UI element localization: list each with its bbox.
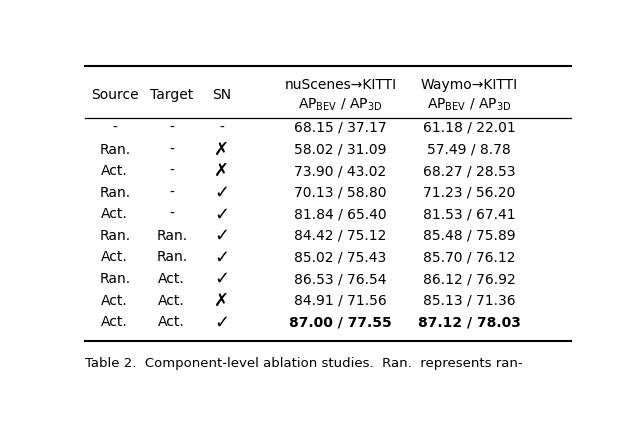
Text: 85.70 / 76.12: 85.70 / 76.12 <box>423 250 516 264</box>
Text: -: - <box>170 207 174 221</box>
Text: 87.00 / 77.55: 87.00 / 77.55 <box>289 315 392 329</box>
Text: Ran.: Ran. <box>99 186 131 200</box>
Text: AP$_\mathrm{BEV}$ / AP$_\mathrm{3D}$: AP$_\mathrm{BEV}$ / AP$_\mathrm{3D}$ <box>298 97 383 113</box>
Text: ✗: ✗ <box>214 162 229 180</box>
Text: 70.13 / 58.80: 70.13 / 58.80 <box>294 186 387 200</box>
Text: -: - <box>170 164 174 178</box>
Text: ✓: ✓ <box>214 184 229 202</box>
Text: 71.23 / 56.20: 71.23 / 56.20 <box>423 186 516 200</box>
Text: ✓: ✓ <box>214 249 229 266</box>
Text: 58.02 / 31.09: 58.02 / 31.09 <box>294 142 387 156</box>
Text: Act.: Act. <box>101 294 128 308</box>
Text: Ran.: Ran. <box>156 229 188 243</box>
Text: Act.: Act. <box>101 250 128 264</box>
Text: ✓: ✓ <box>214 227 229 245</box>
Text: -: - <box>170 142 174 156</box>
Text: 85.48 / 75.89: 85.48 / 75.89 <box>423 229 516 243</box>
Text: ✓: ✓ <box>214 270 229 288</box>
Text: ✓: ✓ <box>214 313 229 332</box>
Text: 73.90 / 43.02: 73.90 / 43.02 <box>294 164 387 178</box>
Text: 85.02 / 75.43: 85.02 / 75.43 <box>294 250 387 264</box>
Text: ✗: ✗ <box>214 141 229 159</box>
Text: SN: SN <box>212 88 231 102</box>
Text: AP$_\mathrm{BEV}$ / AP$_\mathrm{3D}$: AP$_\mathrm{BEV}$ / AP$_\mathrm{3D}$ <box>428 97 511 113</box>
Text: Table 2.  Component-level ablation studies.  Ran.  represents ran-: Table 2. Component-level ablation studie… <box>85 357 523 370</box>
Text: -: - <box>170 121 174 135</box>
Text: Act.: Act. <box>101 164 128 178</box>
Text: Act.: Act. <box>158 315 185 329</box>
Text: Ran.: Ran. <box>99 229 131 243</box>
Text: ✗: ✗ <box>214 292 229 310</box>
Text: ✓: ✓ <box>214 205 229 223</box>
Text: 68.15 / 37.17: 68.15 / 37.17 <box>294 121 387 135</box>
Text: -: - <box>219 121 224 135</box>
Text: 68.27 / 28.53: 68.27 / 28.53 <box>423 164 516 178</box>
Text: 61.18 / 22.01: 61.18 / 22.01 <box>423 121 516 135</box>
Text: 57.49 / 8.78: 57.49 / 8.78 <box>428 142 511 156</box>
Text: Target: Target <box>150 88 193 102</box>
Text: 86.12 / 76.92: 86.12 / 76.92 <box>423 272 516 286</box>
Text: 87.12 / 78.03: 87.12 / 78.03 <box>418 315 521 329</box>
Text: 85.13 / 71.36: 85.13 / 71.36 <box>423 294 516 308</box>
Text: Waymo→KITTI: Waymo→KITTI <box>420 78 518 92</box>
Text: Ran.: Ran. <box>99 272 131 286</box>
Text: Act.: Act. <box>101 315 128 329</box>
Text: -: - <box>170 186 174 200</box>
Text: 84.91 / 71.56: 84.91 / 71.56 <box>294 294 387 308</box>
Text: Ran.: Ran. <box>99 142 131 156</box>
Text: 84.42 / 75.12: 84.42 / 75.12 <box>294 229 387 243</box>
Text: Source: Source <box>91 88 138 102</box>
Text: Act.: Act. <box>101 207 128 221</box>
Text: Act.: Act. <box>158 272 185 286</box>
Text: 81.53 / 67.41: 81.53 / 67.41 <box>423 207 516 221</box>
Text: -: - <box>112 121 117 135</box>
Text: Act.: Act. <box>158 294 185 308</box>
Text: 81.84 / 65.40: 81.84 / 65.40 <box>294 207 387 221</box>
Text: Ran.: Ran. <box>156 250 188 264</box>
Text: nuScenes→KITTI: nuScenes→KITTI <box>284 78 396 92</box>
Text: 86.53 / 76.54: 86.53 / 76.54 <box>294 272 387 286</box>
